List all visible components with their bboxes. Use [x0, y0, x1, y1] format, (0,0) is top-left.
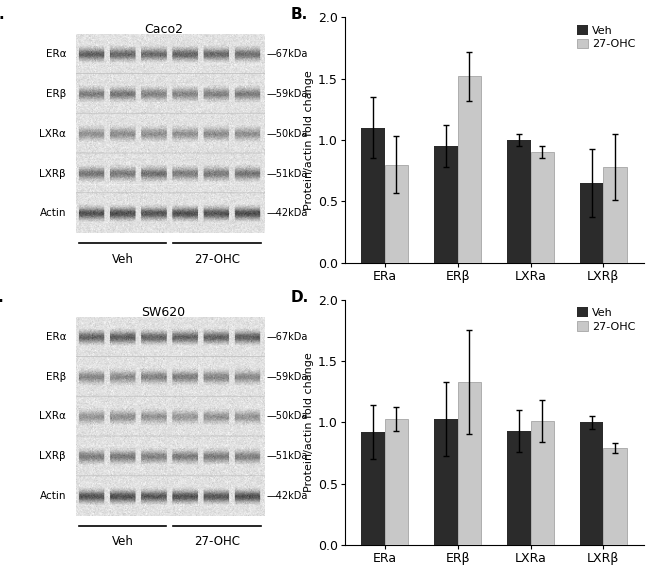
Text: —51kDa: —51kDa [267, 451, 308, 461]
Bar [385, 419, 408, 545]
Text: C.: C. [0, 290, 5, 305]
Text: —42kDa: —42kDa [267, 491, 308, 501]
Bar [361, 432, 385, 545]
Text: —42kDa: —42kDa [267, 208, 308, 219]
Text: SW620: SW620 [141, 306, 185, 319]
Bar [458, 382, 481, 545]
Text: —50kDa: —50kDa [267, 129, 308, 139]
Bar [580, 183, 603, 263]
Legend: Veh, 27-OHC: Veh, 27-OHC [575, 305, 638, 334]
Text: D.: D. [291, 290, 309, 305]
Bar [507, 431, 530, 545]
Legend: Veh, 27-OHC: Veh, 27-OHC [575, 23, 638, 52]
Text: LXRα: LXRα [39, 412, 66, 421]
Bar [603, 167, 627, 263]
Text: —59kDa: —59kDa [267, 89, 308, 99]
Y-axis label: Protein/actin fold change: Protein/actin fold change [304, 70, 313, 210]
Text: ERα: ERα [46, 49, 66, 59]
Text: —67kDa: —67kDa [267, 49, 308, 59]
Text: Veh: Veh [112, 253, 133, 266]
Text: ERβ: ERβ [46, 89, 66, 99]
Text: Actin: Actin [40, 491, 66, 501]
Bar [434, 419, 458, 545]
Bar [580, 422, 603, 545]
Text: 27-OHC: 27-OHC [194, 253, 240, 266]
Bar [434, 146, 458, 263]
Text: 27-OHC: 27-OHC [194, 536, 240, 549]
Bar [530, 152, 554, 263]
Text: —50kDa: —50kDa [267, 412, 308, 421]
Bar [530, 421, 554, 545]
Text: B.: B. [291, 7, 308, 22]
Text: —67kDa: —67kDa [267, 332, 308, 342]
Text: —59kDa: —59kDa [267, 371, 308, 382]
Text: A.: A. [0, 7, 5, 22]
Text: Actin: Actin [40, 208, 66, 219]
Text: Veh: Veh [112, 536, 133, 549]
Y-axis label: Protein/actin fold change: Protein/actin fold change [304, 352, 313, 492]
Bar [507, 140, 530, 263]
Text: ERα: ERα [46, 332, 66, 342]
Text: Caco2: Caco2 [144, 24, 183, 36]
Bar [361, 128, 385, 263]
Text: LXRβ: LXRβ [40, 169, 66, 179]
Text: LXRβ: LXRβ [40, 451, 66, 461]
Bar [458, 76, 481, 263]
Text: —51kDa: —51kDa [267, 169, 308, 179]
Bar [603, 448, 627, 545]
Bar [385, 165, 408, 263]
Text: ERβ: ERβ [46, 371, 66, 382]
Text: LXRα: LXRα [39, 129, 66, 139]
